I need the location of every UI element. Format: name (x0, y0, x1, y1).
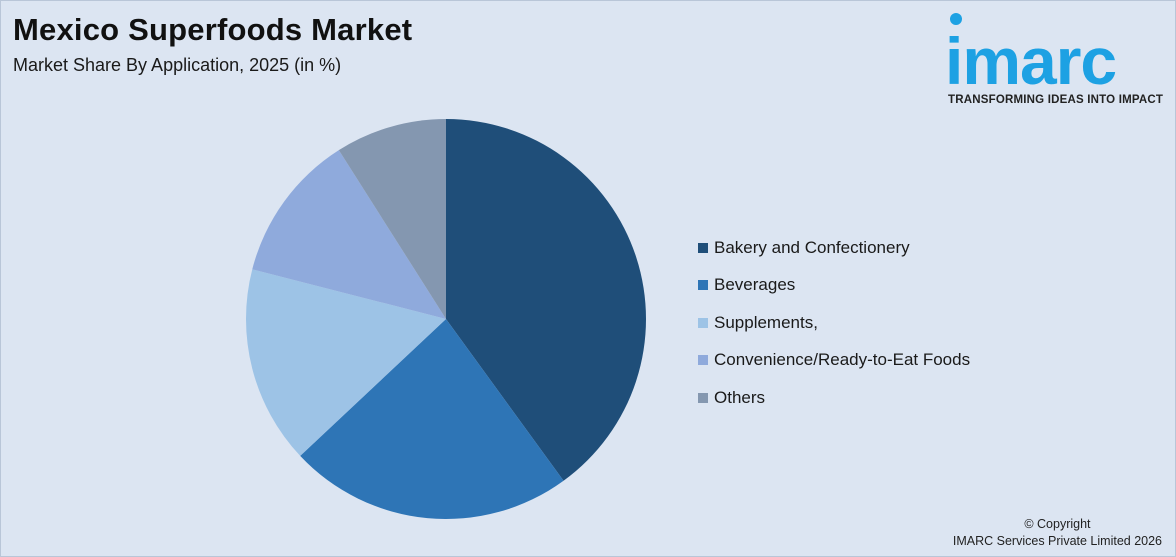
pie-slice (338, 119, 446, 319)
copyright-company: IMARC Services Private Limited 2026 (952, 534, 1162, 548)
logo-dot-icon (950, 13, 962, 25)
logo-tagline: TRANSFORMING IDEAS INTO IMPACT (948, 94, 1164, 106)
legend-item: Others (698, 379, 970, 417)
legend-item: Beverages (698, 267, 970, 305)
chart-subtitle: Market Share By Application, 2025 (in %) (13, 55, 342, 75)
legend-swatch (698, 392, 708, 403)
legend-swatch (698, 242, 708, 253)
chart-legend: Bakery and Confectionery Beverages Suppl… (698, 229, 970, 417)
legend-item: Convenience/Ready-to-Eat Foods (698, 342, 970, 380)
legend-label: Beverages (714, 275, 796, 295)
pie-slice (246, 269, 446, 456)
copyright-notice: © Copyright IMARC Services Private Limit… (953, 516, 1162, 550)
chart-title: Mexico Superfoods Market (13, 12, 413, 47)
legend-item: Supplements, (698, 304, 970, 342)
logo-wordmark: imarc (945, 24, 1117, 98)
legend-label: Bakery and Confectionery (714, 237, 910, 257)
legend-swatch (698, 280, 708, 291)
copyright-line: © Copyright (1024, 517, 1091, 531)
imarc-logo: imarc TRANSFORMING IDEAS INTO IMPACT (945, 12, 1173, 112)
pie-slice (446, 119, 646, 481)
legend-label: Others (714, 387, 766, 407)
legend-label: Supplements, (714, 312, 818, 332)
legend-label: Convenience/Ready-to-Eat Foods (714, 350, 971, 370)
legend-swatch (698, 317, 708, 328)
legend-item: Bakery and Confectionery (698, 229, 970, 267)
legend-swatch (698, 355, 708, 366)
pie-chart (246, 119, 646, 519)
pie-slice (252, 150, 446, 319)
pie-slice (300, 319, 564, 519)
